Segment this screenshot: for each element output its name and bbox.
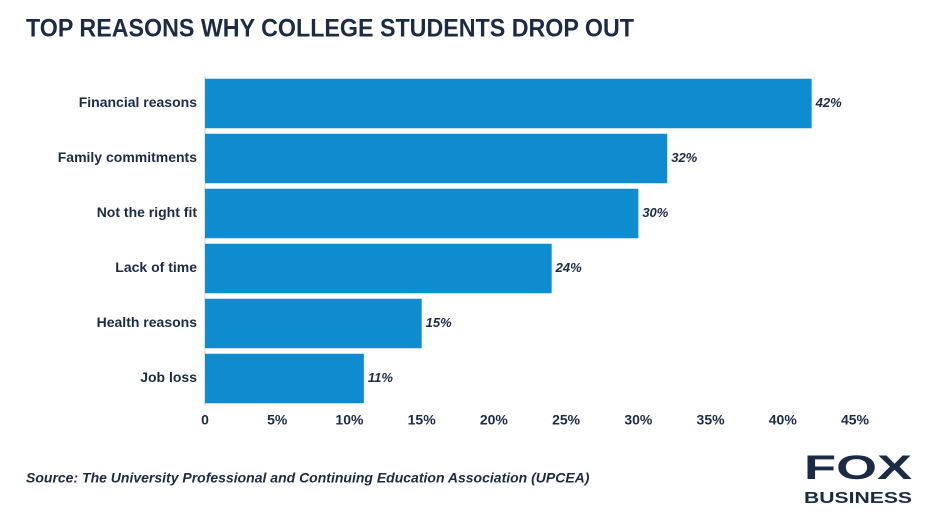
x-tick-label: 10% [335,412,364,428]
x-tick-label: 15% [408,412,437,428]
logo-business: BUSINESS [804,490,912,507]
y-tick-label: Family commitments [58,149,197,165]
x-tick-label: 45% [841,412,870,428]
chart-title: TOP REASONS WHY COLLEGE STUDENTS DROP OU… [26,15,634,43]
x-tick-label: 40% [769,412,798,428]
bar [205,243,552,294]
y-tick-label: Not the right fit [97,204,198,220]
logo-fox: FOX [804,449,912,487]
x-tick-label: 30% [624,412,653,428]
x-tick-label: 0 [201,412,209,428]
value-label: 11% [368,370,393,385]
x-tick-label: 35% [697,412,726,428]
source-note: Source: The University Professional and … [26,470,590,486]
y-tick-label: Job loss [140,369,197,385]
bar [205,133,668,184]
value-label: 24% [555,260,582,275]
value-label: 32% [671,150,697,165]
bar [205,188,639,239]
y-tick-label: Health reasons [97,314,198,330]
bar [205,78,812,129]
value-label: 30% [642,205,668,220]
x-tick-label: 20% [480,412,509,428]
x-tick-label: 25% [552,412,581,428]
value-label: 15% [426,315,452,330]
y-tick-label: Lack of time [115,259,197,275]
value-label: 42% [815,95,842,110]
bar [205,353,364,404]
y-tick-label: Financial reasons [79,94,197,110]
bar [205,298,422,349]
x-tick-label: 5% [267,412,288,428]
